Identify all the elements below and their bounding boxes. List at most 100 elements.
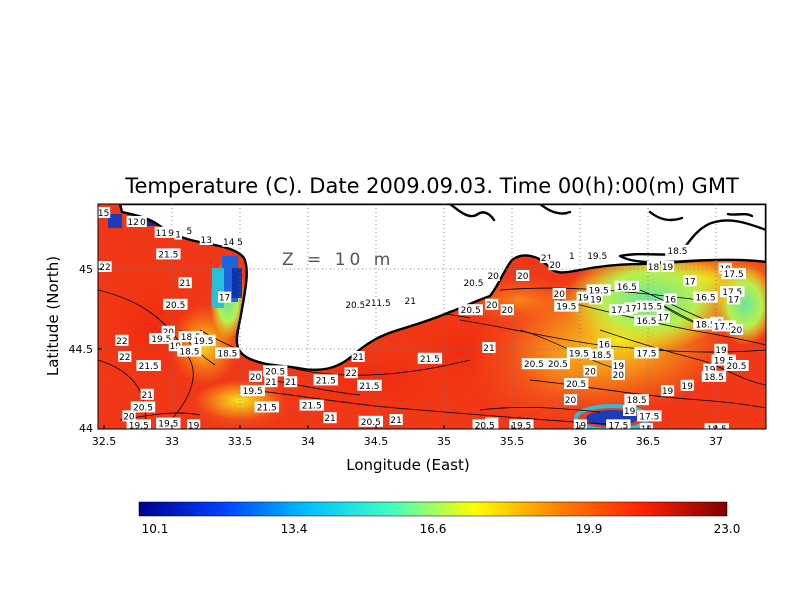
contour-label-text: 16.5: [617, 283, 637, 293]
contour-label-text: 15: [98, 209, 109, 219]
contour-label: 17: [683, 275, 697, 287]
contour-label: 21: [482, 342, 496, 354]
contour-label: 20.5: [358, 415, 384, 428]
contour-label-text: 21.5: [359, 382, 379, 392]
contour-label-box: [236, 235, 244, 247]
contour-label-box: [634, 315, 659, 326]
contour-label-box: [284, 376, 298, 388]
contour-label-text: 16.5: [696, 294, 716, 304]
contour-label-box: [703, 363, 717, 375]
contour-label-text: 20.5: [265, 367, 285, 377]
contour-label: 18.5: [589, 349, 614, 361]
contour-label-box: [573, 419, 587, 429]
contour-label-box: [136, 360, 161, 371]
contour-label-text: 20.5: [524, 360, 544, 370]
contour-label-text: 20: [517, 272, 529, 282]
contour-label-box: [540, 252, 554, 263]
land: [118, 204, 766, 371]
contour-label-text: 19: [188, 421, 200, 431]
contour-label-text: 13: [201, 236, 212, 246]
contour-label-text: 17: [728, 295, 739, 305]
contour-label-text: 19.5: [151, 335, 171, 345]
contour-label: 19: [168, 340, 182, 352]
contour-label: 20.5: [461, 277, 486, 289]
contour-label: 20.5: [521, 358, 547, 370]
contour-label-box: [98, 261, 112, 272]
contour-label-text: 18: [648, 263, 660, 273]
contour-label-box: [343, 298, 368, 310]
contour-label: 19.5: [554, 300, 579, 313]
contour-label-text: 19: [662, 263, 674, 273]
contour-label: 12: [126, 216, 140, 228]
x-tick-label: 35: [437, 435, 451, 448]
contour-label-box: [417, 352, 443, 364]
contour-label: 20.5: [163, 298, 188, 311]
contour-label-box: [486, 270, 500, 281]
contour-label-text: 16: [599, 340, 611, 350]
contour-label-text: 5: [237, 238, 243, 248]
contour-label-text: 21: [390, 416, 401, 426]
contour-label-text: 11: [156, 229, 167, 239]
contour-label: 19.5: [126, 419, 151, 431]
contour-label-box: [168, 340, 182, 352]
figure-title: Temperature (C). Date 2009.09.03. Time 0…: [124, 174, 739, 198]
contour-label: 17.5: [721, 268, 746, 280]
contour-label-box: [721, 268, 746, 280]
contour-label: 5: [236, 235, 244, 248]
contour-label-text: 20: [731, 326, 743, 336]
contour-label: 15: [98, 207, 111, 219]
contour-label-box: [622, 405, 637, 416]
land-crimea: [118, 204, 766, 371]
contour-label-text: 15.5: [642, 303, 662, 313]
contour-label-box: [683, 275, 697, 287]
contour-label-box: [199, 234, 213, 245]
cold-cell-2: [232, 268, 242, 298]
contour-label-text: 16: [665, 295, 677, 305]
contour-label: 9: [167, 226, 175, 239]
contour-label-box: [161, 325, 175, 337]
contour-label-box: [368, 297, 393, 308]
contour-label-box: [500, 304, 514, 316]
colorbar-label: 16.6: [420, 522, 447, 536]
contour-label-text: 19.5: [589, 286, 609, 296]
contour-label-text: 20: [487, 272, 499, 282]
contour-label-text: 17: [658, 313, 669, 323]
contour-label-text: 20: [613, 371, 625, 381]
contour-label-text: 20.5: [133, 403, 153, 413]
contour-label-text: 19: [577, 294, 589, 304]
contour-label-box: [720, 286, 745, 298]
colorbar-label: 23.0: [714, 522, 741, 536]
contour-label-box: [563, 394, 578, 406]
contour-label: 20: [729, 324, 744, 336]
contour-label: 0: [139, 216, 147, 228]
contour-label: 20: [552, 288, 566, 300]
contour-label: 20.5: [545, 358, 571, 370]
contour-label-box: [174, 228, 182, 240]
contour-label-text: 21.5: [139, 362, 159, 372]
x-tick-label: 37: [709, 435, 723, 448]
contour-label: 22: [98, 261, 112, 273]
contour-label-text: 19.5: [569, 349, 589, 359]
contour-label: 21.5: [313, 374, 339, 386]
contour-label-text: 22: [116, 337, 127, 347]
contour-label-box: [516, 270, 530, 281]
contour-label-text: 19: [624, 407, 636, 417]
contour-label-text: 20.5: [726, 362, 746, 372]
contour-label-text: 21: [365, 299, 376, 309]
contour-label-box: [701, 370, 727, 382]
contour-label-text: 19.5: [129, 421, 149, 431]
contour-label-text: 20: [549, 261, 561, 271]
contour-label-text: 19: [575, 421, 587, 431]
contour-label-box: [458, 304, 483, 316]
cold-cell-4: [108, 214, 122, 228]
contour-label-box: [614, 280, 639, 292]
contour-label-text: 17.5: [714, 322, 734, 332]
contour-label-text: 19: [662, 387, 674, 397]
contour-label-box: [624, 394, 649, 406]
contour-label-text: 1: [175, 231, 181, 241]
contour-label-box: [568, 250, 576, 262]
contour-label: 19.5: [585, 250, 610, 262]
